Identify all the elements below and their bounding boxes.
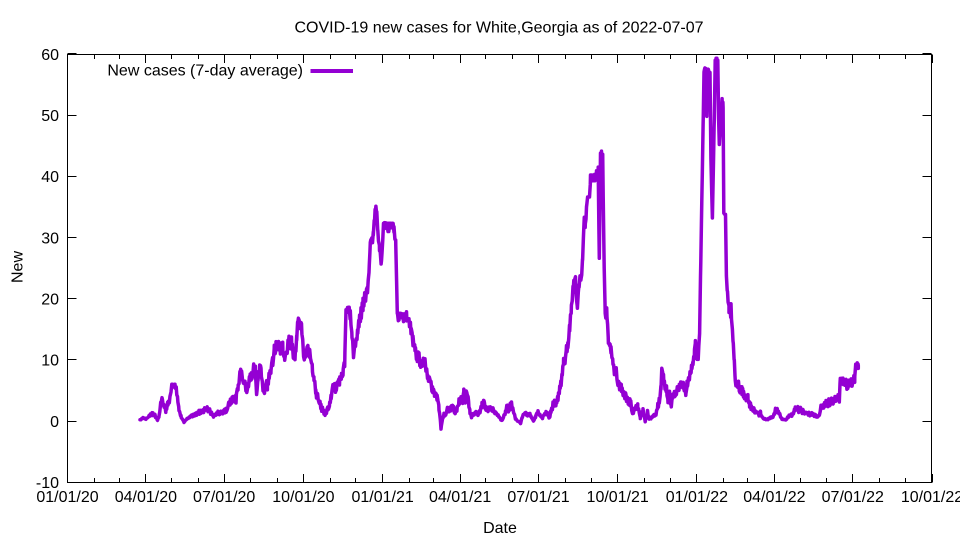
svg-text:04/01/21: 04/01/21 — [429, 489, 491, 506]
svg-text:07/01/21: 07/01/21 — [507, 489, 569, 506]
svg-text:New: New — [10, 251, 27, 283]
svg-text:01/01/22: 01/01/22 — [666, 489, 728, 506]
svg-text:10: 10 — [41, 353, 59, 370]
svg-text:New cases (7-day average): New cases (7-day average) — [107, 63, 303, 80]
svg-text:20: 20 — [41, 292, 59, 309]
svg-text:0: 0 — [50, 414, 59, 431]
svg-text:60: 60 — [41, 47, 59, 64]
svg-text:10/01/22: 10/01/22 — [901, 489, 960, 506]
svg-text:COVID-19 new cases for White,G: COVID-19 new cases for White,Georgia as … — [294, 20, 703, 37]
svg-text:-10: -10 — [36, 475, 59, 492]
svg-text:04/01/20: 04/01/20 — [115, 489, 177, 506]
svg-text:07/01/20: 07/01/20 — [193, 489, 255, 506]
svg-text:40: 40 — [41, 169, 59, 186]
svg-text:04/01/22: 04/01/22 — [743, 489, 805, 506]
svg-text:10/01/20: 10/01/20 — [272, 489, 334, 506]
svg-text:30: 30 — [41, 230, 59, 247]
svg-text:07/01/22: 07/01/22 — [822, 489, 884, 506]
svg-text:01/01/21: 01/01/21 — [351, 489, 413, 506]
svg-text:10/01/21: 10/01/21 — [587, 489, 649, 506]
svg-text:50: 50 — [41, 108, 59, 125]
svg-text:Date: Date — [483, 520, 517, 537]
svg-text:01/01/20: 01/01/20 — [36, 489, 98, 506]
